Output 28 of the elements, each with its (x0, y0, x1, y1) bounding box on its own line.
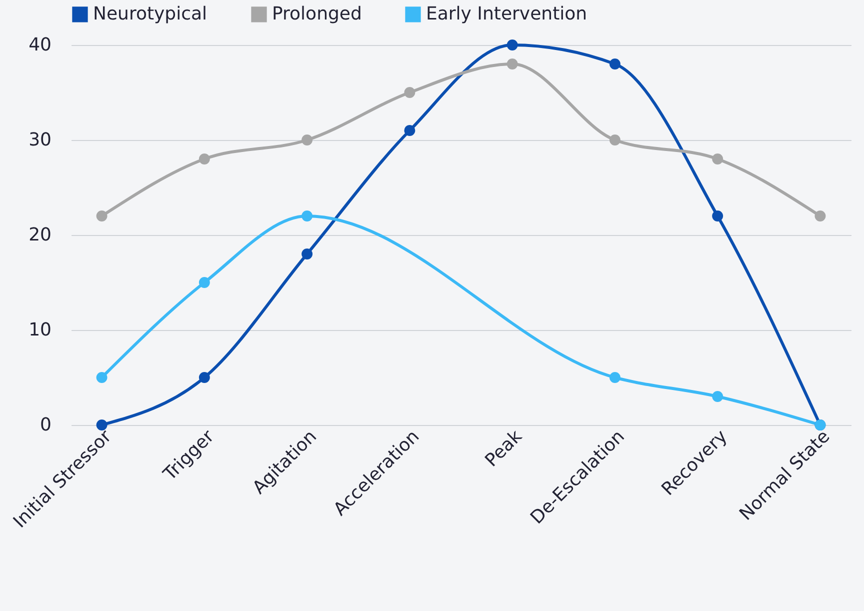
point (506, 58, 518, 70)
point (198, 154, 210, 164)
legend-label: Neurotypical (93, 3, 208, 24)
point (814, 210, 826, 222)
legend-label: Early Intervention (426, 3, 588, 24)
point (609, 134, 620, 146)
y-tick-label: 0 (40, 414, 52, 436)
point (198, 372, 210, 383)
legend-label: Prolonged (272, 3, 362, 24)
point (712, 210, 724, 222)
point (712, 391, 724, 402)
y-tick-label: 20 (28, 224, 52, 246)
point (404, 87, 416, 98)
point (712, 154, 724, 164)
y-tick-label: 30 (28, 130, 52, 150)
point (609, 372, 620, 383)
point (506, 40, 518, 50)
point (302, 134, 313, 146)
point (96, 420, 108, 430)
point (96, 210, 108, 222)
y-tick-label: 10 (28, 320, 52, 340)
point (198, 277, 210, 288)
point (96, 372, 108, 383)
point (609, 58, 620, 70)
y-tick-label: 40 (28, 34, 52, 56)
point (302, 248, 313, 260)
point (302, 210, 313, 222)
point (404, 125, 416, 136)
